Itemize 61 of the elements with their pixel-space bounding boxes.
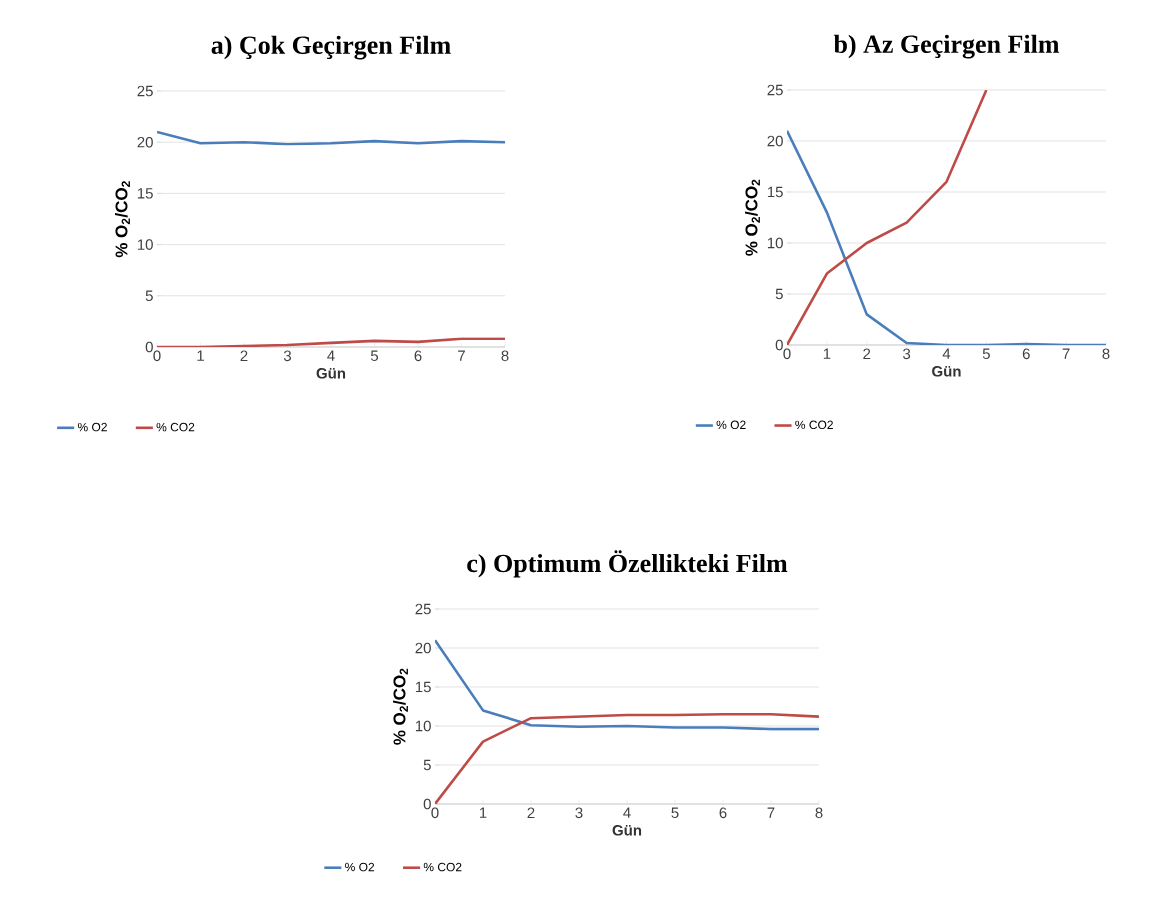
- y-tick-label: 20: [767, 135, 783, 147]
- y-tick-label: 5: [145, 290, 153, 302]
- legend-label: % O2: [345, 862, 375, 872]
- x-tick-label: 1: [823, 348, 831, 359]
- y-tick-label: 20: [415, 642, 431, 654]
- y-tick-label: 10: [767, 237, 783, 249]
- x-tick-label: 7: [767, 807, 775, 818]
- legend-label: % CO2: [795, 420, 833, 430]
- chart-title: c) Optimum Özellikteki Film: [467, 550, 788, 578]
- y-tick-label: 10: [137, 239, 153, 250]
- x-axis-title: Gün: [612, 825, 642, 836]
- x-tick-label: 2: [527, 807, 535, 818]
- y-tick-label: 25: [415, 603, 431, 615]
- x-tick-label: 0: [153, 350, 161, 362]
- x-tick-label: 2: [863, 348, 871, 359]
- x-axis-title: Gün: [932, 366, 961, 377]
- legend-label: % CO2: [156, 422, 195, 432]
- line-series: [435, 638, 819, 731]
- x-tick-label: 2: [240, 350, 248, 361]
- x-tick-label: 6: [1022, 348, 1030, 360]
- x-tick-label: 5: [671, 807, 679, 818]
- x-tick-label: 1: [479, 807, 487, 818]
- y-axis-title: % O$_{2}$/CO$_{2}$: [745, 179, 760, 256]
- legend-label: % O2: [77, 422, 107, 432]
- x-tick-label: 4: [942, 348, 951, 359]
- x-tick-label: 1: [197, 350, 204, 361]
- x-tick-label: 6: [719, 807, 727, 819]
- x-tick-label: 8: [501, 350, 509, 362]
- x-tick-label: 4: [327, 350, 335, 361]
- chart-title: a) Çok Geçirgen Film: [211, 35, 451, 60]
- y-tick-label: 15: [137, 188, 153, 199]
- x-tick-label: 0: [783, 348, 791, 360]
- x-tick-label: 5: [370, 350, 379, 361]
- x-tick-label: 8: [815, 807, 823, 819]
- x-tick-label: 3: [575, 807, 583, 819]
- legend-label: % CO2: [423, 862, 462, 872]
- legend-label: % O2: [716, 420, 746, 430]
- x-tick-label: 3: [283, 350, 292, 362]
- x-tick-label: 5: [982, 348, 990, 359]
- y-tick-label: 0: [423, 798, 431, 810]
- y-tick-label: 10: [415, 720, 431, 732]
- y-axis-title: % O$_{2}$/CO$_{2}$: [115, 181, 130, 258]
- y-tick-label: 0: [775, 339, 783, 351]
- y-tick-label: 5: [775, 288, 783, 300]
- x-tick-label: 7: [1062, 348, 1070, 359]
- y-axis-title: % O$_{2}$/CO$_{2}$: [393, 668, 408, 745]
- line-series: [157, 130, 505, 146]
- y-tick-label: 20: [137, 136, 153, 148]
- y-tick-label: 25: [767, 84, 783, 96]
- y-tick-label: 5: [423, 759, 431, 771]
- x-tick-label: 7: [458, 350, 465, 361]
- y-tick-label: 15: [767, 186, 783, 198]
- x-tick-label: 6: [414, 350, 422, 362]
- x-axis-title: Gün: [316, 368, 346, 379]
- y-tick-label: 15: [415, 681, 431, 693]
- x-tick-label: 0: [431, 807, 439, 819]
- x-tick-label: 8: [1102, 348, 1110, 360]
- x-tick-label: 4: [623, 807, 631, 818]
- chart-title: b) Az Geçirgen Film: [833, 34, 1060, 59]
- x-tick-label: 3: [903, 348, 911, 360]
- y-tick-label: 25: [137, 85, 153, 97]
